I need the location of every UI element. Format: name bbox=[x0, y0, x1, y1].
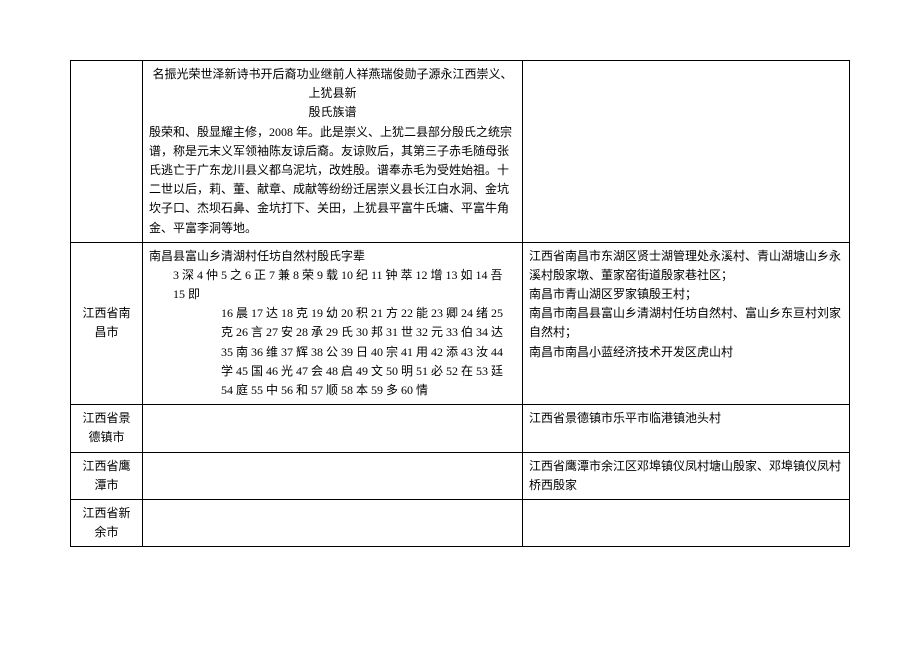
region-cell: 江西省新余市 bbox=[71, 499, 143, 546]
content-cell: 名振光荣世泽新诗书开后裔功业继前人祥燕瑞俊勋子源永江西崇义、上犹县新 殷氏族谱 … bbox=[143, 61, 523, 243]
region-cell: 江西省南昌市 bbox=[71, 242, 143, 405]
content-line: 名振光荣世泽新诗书开后裔功业继前人祥燕瑞俊勋子源永江西崇义、上犹县新 bbox=[149, 65, 516, 103]
verse-line: 学 45 国 46 光 47 会 48 启 49 文 50 明 51 必 52 … bbox=[149, 362, 516, 381]
region-cell: 江西省景德镇市 bbox=[71, 405, 143, 452]
verse-line: 3 深 4 仲 5 之 6 正 7 兼 8 荣 9 载 10 纪 11 钟 萃 … bbox=[149, 266, 516, 304]
genealogy-table: 名振光荣世泽新诗书开后裔功业继前人祥燕瑞俊勋子源永江西崇义、上犹县新 殷氏族谱 … bbox=[70, 60, 850, 547]
region-cell: 江西省鹰潭市 bbox=[71, 452, 143, 499]
content-paragraph: 殷荣和、殷显耀主修，2008 年。此是崇义、上犹二县部分殷氏之统宗谱，称是元末义… bbox=[149, 123, 516, 238]
content-title: 南昌县富山乡清湖村任坊自然村殷氏字辈 bbox=[149, 247, 516, 266]
table-row: 名振光荣世泽新诗书开后裔功业继前人祥燕瑞俊勋子源永江西崇义、上犹县新 殷氏族谱 … bbox=[71, 61, 850, 243]
verse-line: 16 晨 17 达 18 克 19 幼 20 积 21 方 22 能 23 卿 … bbox=[149, 304, 516, 323]
table-row: 江西省景德镇市 江西省景德镇市乐平市临港镇池头村 bbox=[71, 405, 850, 452]
location-cell bbox=[523, 499, 850, 546]
content-cell bbox=[143, 452, 523, 499]
region-cell bbox=[71, 61, 143, 243]
table-row: 江西省鹰潭市 江西省鹰潭市余江区邓埠镇仪凤村塘山殷家、邓埠镇仪凤村桥西殷家 bbox=[71, 452, 850, 499]
verse-line: 35 南 36 维 37 辉 38 公 39 日 40 宗 41 用 42 添 … bbox=[149, 343, 516, 362]
content-line: 殷氏族谱 bbox=[149, 103, 516, 122]
content-cell bbox=[143, 499, 523, 546]
table-row: 江西省新余市 bbox=[71, 499, 850, 546]
verse-line: 克 26 言 27 安 28 承 29 氏 30 邦 31 世 32 元 33 … bbox=[149, 323, 516, 342]
verse-line: 54 庭 55 中 56 和 57 顺 58 本 59 多 60 情 bbox=[149, 381, 516, 400]
location-cell: 江西省鹰潭市余江区邓埠镇仪凤村塘山殷家、邓埠镇仪凤村桥西殷家 bbox=[523, 452, 850, 499]
location-cell: 江西省景德镇市乐平市临港镇池头村 bbox=[523, 405, 850, 452]
content-cell bbox=[143, 405, 523, 452]
content-cell: 南昌县富山乡清湖村任坊自然村殷氏字辈 3 深 4 仲 5 之 6 正 7 兼 8… bbox=[143, 242, 523, 405]
location-cell bbox=[523, 61, 850, 243]
location-cell: 江西省南昌市东湖区贤士湖管理处永溪村、青山湖塘山乡永溪村殷家墩、董家窑街道殷家巷… bbox=[523, 242, 850, 405]
table-row: 江西省南昌市 南昌县富山乡清湖村任坊自然村殷氏字辈 3 深 4 仲 5 之 6 … bbox=[71, 242, 850, 405]
